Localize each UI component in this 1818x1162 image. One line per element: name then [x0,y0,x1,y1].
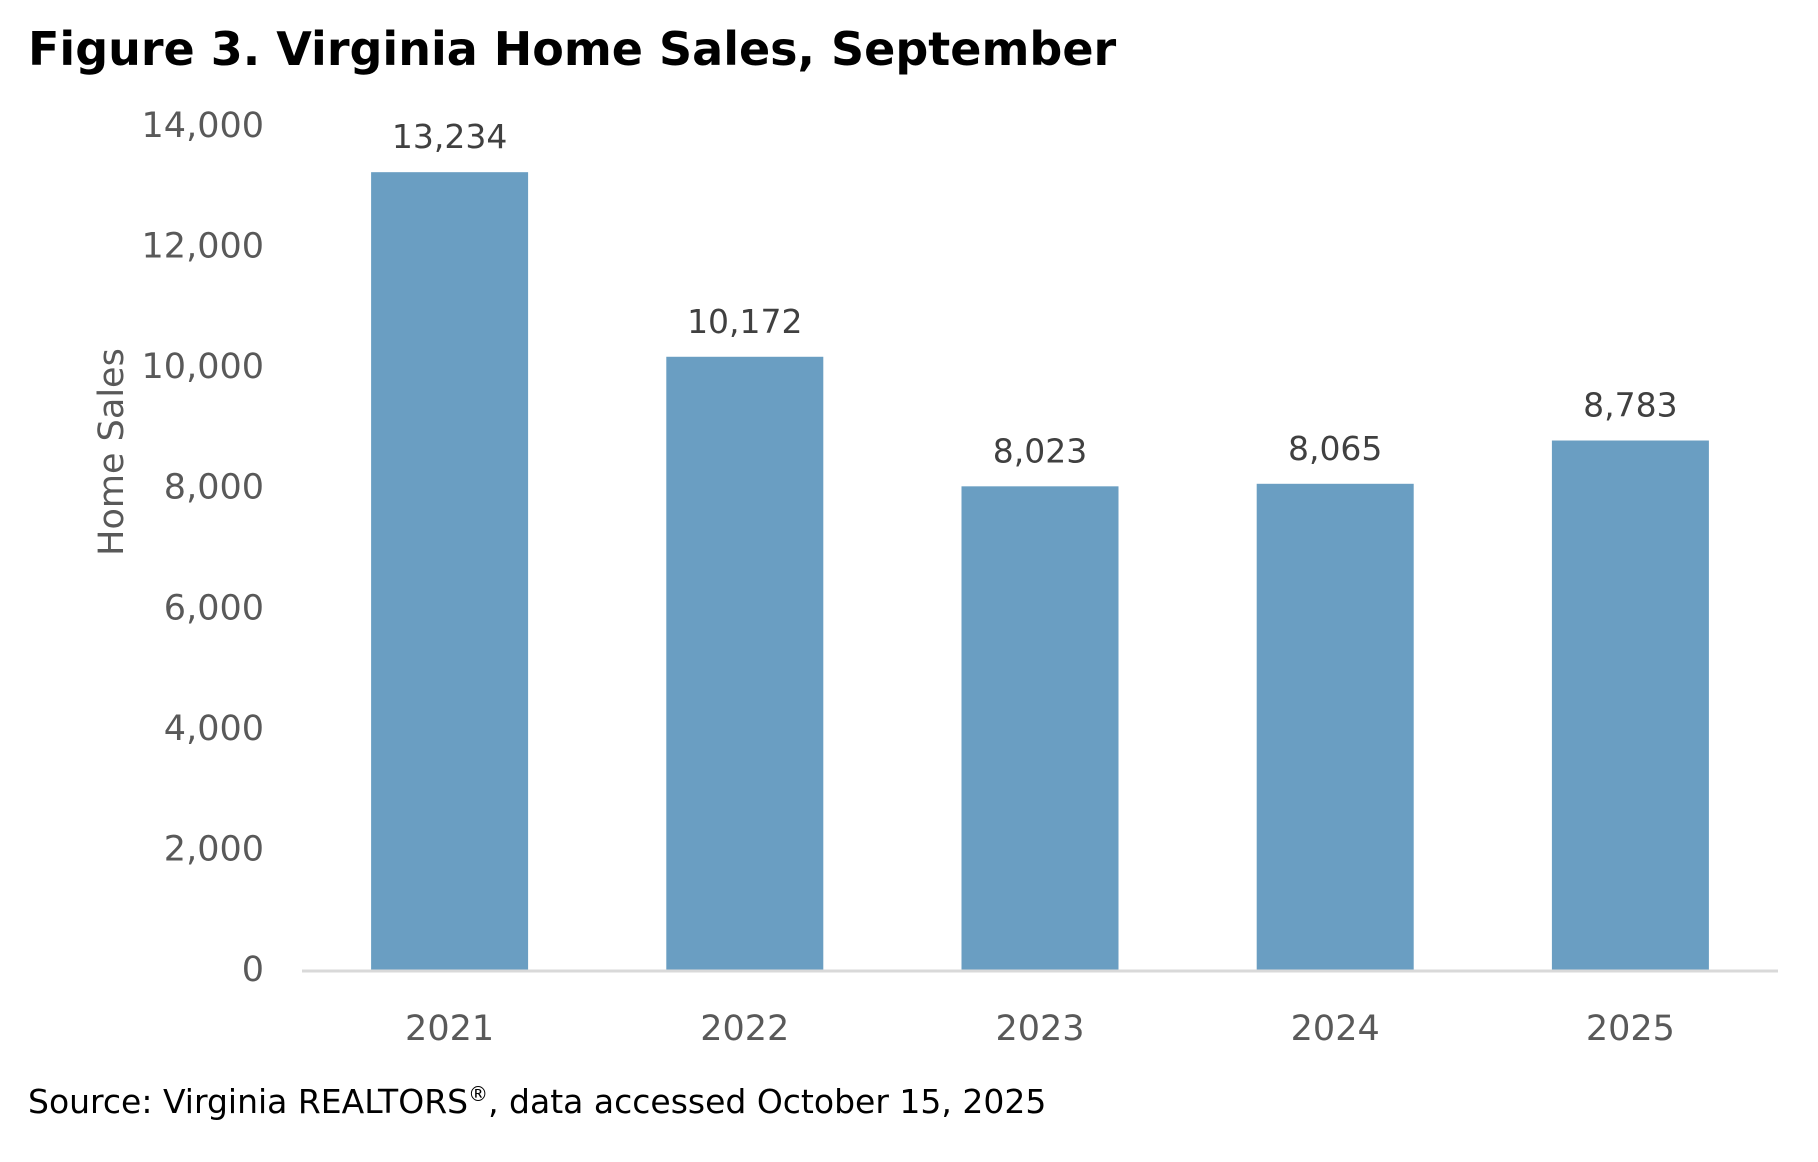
data-label: 8,783 [1583,386,1677,425]
y-tick-label: 12,000 [142,227,264,267]
source-text: Source: Virginia REALTORS [28,1082,469,1121]
y-axis: 0 2,000 4,000 6,000 8,000 10,000 12,000 14,000 [142,106,264,990]
y-tick-label: 10,000 [142,347,264,387]
data-label: 10,172 [687,302,802,341]
x-axis: 2021 2022 2023 2024 2025 [405,1009,1675,1049]
y-axis-label: Home Sales [92,348,132,556]
y-tick-label: 8,000 [164,468,264,508]
y-tick-label: 4,000 [164,709,264,749]
data-labels: 13,234 10,172 8,023 8,065 8,783 [392,117,1678,470]
data-label: 13,234 [392,117,507,156]
source-date: , data accessed October 15, 2025 [488,1082,1047,1121]
bar-2023 [961,486,1119,970]
x-tick-label: 2023 [995,1009,1084,1049]
y-tick-label: 14,000 [142,106,264,146]
data-label: 8,023 [993,431,1087,470]
source-note: Source: Virginia REALTORS®, data accesse… [28,1082,1046,1121]
y-tick-label: 0 [242,950,264,990]
x-tick-label: 2021 [405,1009,494,1049]
y-tick-label: 2,000 [164,829,264,869]
data-label: 8,065 [1288,429,1382,468]
bar-2024 [1256,483,1414,970]
bar-chart: 02,0004,0006,0008,00010,00012,00014,000 … [92,106,1778,1049]
registered-mark: ® [468,1082,489,1106]
x-tick-label: 2025 [1586,1009,1675,1049]
bar-2025 [1551,440,1709,970]
bars [371,172,1709,971]
x-tick-label: 2024 [1291,1009,1380,1049]
chart-title: Figure 3. Virginia Home Sales, September [28,22,1117,76]
y-tick-label: 6,000 [164,588,264,628]
x-tick-label: 2022 [700,1009,789,1049]
bar-2022 [666,356,824,971]
bar-2021 [371,172,529,971]
